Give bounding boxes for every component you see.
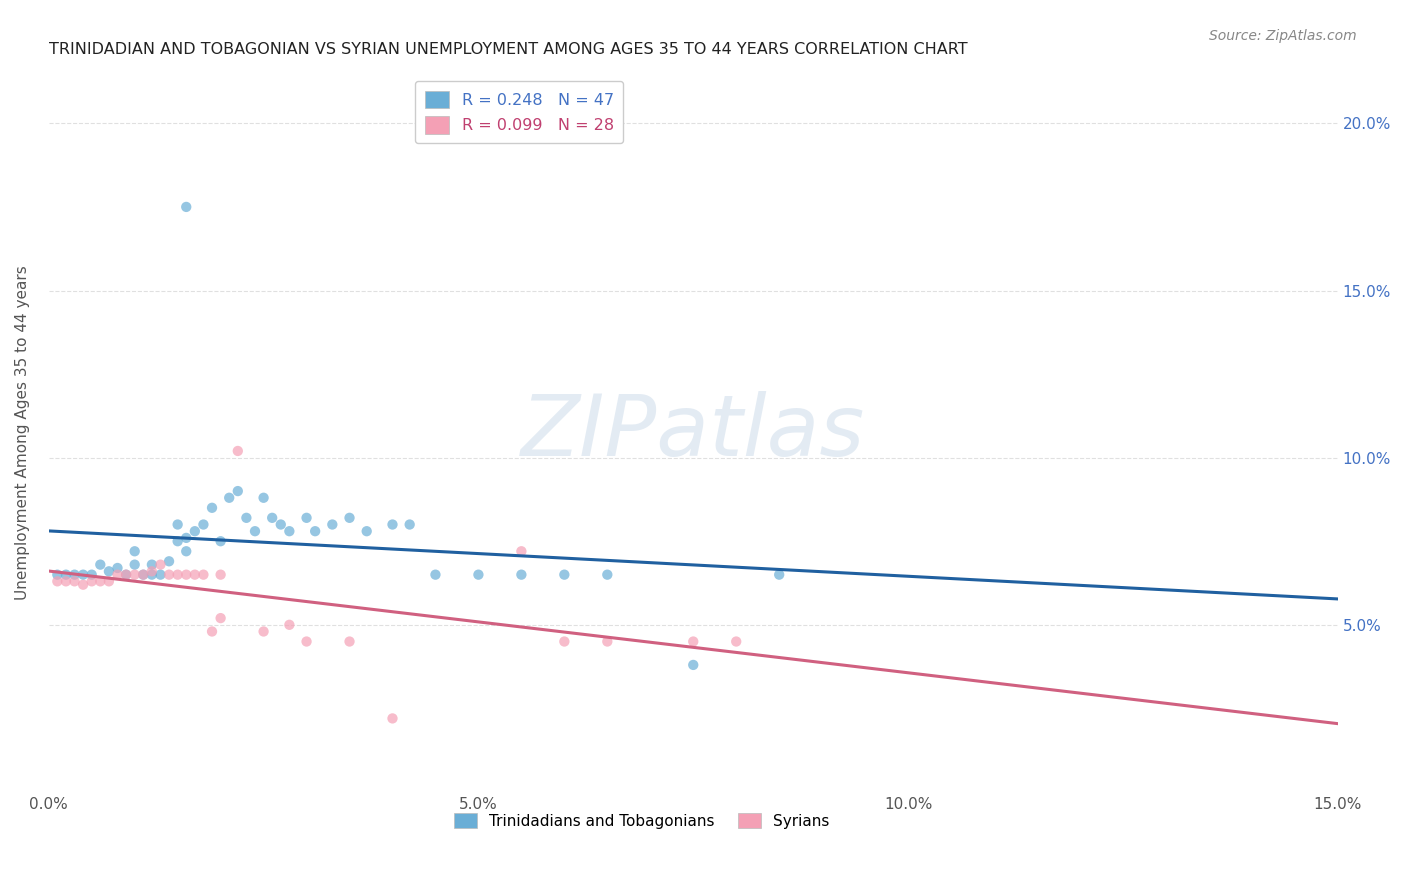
Point (252, 491, 274, 505)
Point (304, 524, 326, 539)
Point (252, 624, 274, 639)
Point (124, 544, 146, 558)
Point (339, 511, 361, 525)
Point (226, 444, 249, 458)
Point (510, 544, 533, 558)
Point (398, 517, 420, 532)
Point (132, 567, 155, 582)
Point (46, 574, 69, 589)
Point (174, 567, 197, 582)
Point (209, 567, 232, 582)
Point (46, 567, 69, 582)
Point (55, 567, 77, 582)
Point (193, 517, 215, 532)
Point (339, 634, 361, 648)
Point (725, 634, 748, 648)
Point (682, 634, 704, 648)
Point (596, 567, 619, 582)
Point (97, 564, 120, 578)
Point (596, 634, 619, 648)
Point (356, 524, 378, 539)
Point (141, 564, 163, 578)
Point (107, 561, 129, 575)
Point (243, 524, 266, 539)
Point (132, 567, 155, 582)
Point (295, 634, 318, 648)
Point (72, 567, 94, 582)
Point (768, 567, 790, 582)
Point (141, 567, 163, 582)
Point (89, 574, 111, 589)
Point (201, 624, 224, 639)
Point (55, 574, 77, 589)
Point (107, 567, 129, 582)
Text: ZIPatlas: ZIPatlas (522, 391, 865, 474)
Point (72, 577, 94, 591)
Point (80, 574, 103, 589)
Point (295, 511, 318, 525)
Point (166, 517, 188, 532)
Point (97, 574, 120, 589)
Point (115, 567, 138, 582)
Point (235, 511, 257, 525)
Point (467, 567, 489, 582)
Point (115, 567, 138, 582)
Point (63, 567, 86, 582)
Point (89, 558, 111, 572)
Legend: Trinidadians and Tobagonians, Syrians: Trinidadians and Tobagonians, Syrians (449, 806, 835, 835)
Point (278, 524, 301, 539)
Point (174, 200, 197, 214)
Point (184, 524, 207, 539)
Point (262, 511, 284, 525)
Point (157, 554, 180, 568)
Point (166, 534, 188, 549)
Point (226, 484, 249, 499)
Point (80, 567, 103, 582)
Point (270, 517, 292, 532)
Text: TRINIDADIAN AND TOBAGONIAN VS SYRIAN UNEMPLOYMENT AMONG AGES 35 TO 44 YEARS CORR: TRINIDADIAN AND TOBAGONIAN VS SYRIAN UNE… (49, 42, 967, 57)
Point (193, 567, 215, 582)
Point (553, 634, 575, 648)
Point (157, 567, 180, 582)
Point (278, 617, 301, 632)
Y-axis label: Unemployment Among Ages 35 to 44 years: Unemployment Among Ages 35 to 44 years (15, 265, 30, 600)
Point (209, 534, 232, 549)
Point (201, 500, 224, 515)
Point (63, 574, 86, 589)
Point (149, 567, 172, 582)
Point (381, 711, 404, 725)
Point (321, 517, 343, 532)
Point (425, 567, 447, 582)
Point (174, 544, 197, 558)
Point (184, 567, 207, 582)
Text: Source: ZipAtlas.com: Source: ZipAtlas.com (1209, 29, 1357, 44)
Point (166, 567, 188, 582)
Point (218, 491, 240, 505)
Point (682, 657, 704, 672)
Point (510, 567, 533, 582)
Point (141, 558, 163, 572)
Point (124, 558, 146, 572)
Point (209, 611, 232, 625)
Point (149, 558, 172, 572)
Point (381, 517, 404, 532)
Point (124, 567, 146, 582)
Point (174, 531, 197, 545)
Point (553, 567, 575, 582)
